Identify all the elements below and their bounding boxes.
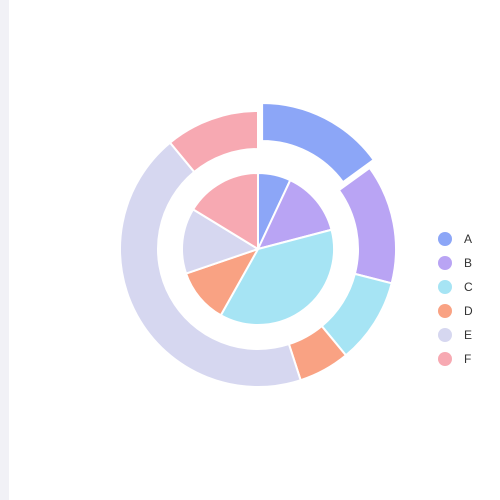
outer-slice-e[interactable] bbox=[119, 141, 302, 388]
inner-slice-f[interactable] bbox=[192, 172, 259, 250]
legend-swatch-a bbox=[438, 232, 452, 246]
legend-label-d: D bbox=[464, 304, 473, 318]
inner-pie bbox=[181, 172, 335, 326]
legend-item-a[interactable]: A bbox=[438, 227, 473, 251]
legend-swatch-f bbox=[438, 352, 452, 366]
legend-label-e: E bbox=[464, 328, 473, 342]
legend-item-d[interactable]: D bbox=[438, 299, 473, 323]
legend-swatch-e bbox=[438, 328, 452, 342]
legend-item-c[interactable]: C bbox=[438, 275, 473, 299]
legend-label-f: F bbox=[464, 352, 472, 366]
outer-slice-f[interactable] bbox=[169, 110, 259, 173]
inner-slice-b[interactable] bbox=[257, 179, 333, 250]
legend-swatch-b bbox=[438, 256, 452, 270]
inner-slice-e[interactable] bbox=[181, 208, 259, 275]
legend: A B C D E F bbox=[438, 227, 473, 371]
legend-item-b[interactable]: B bbox=[438, 251, 473, 275]
legend-label-a: A bbox=[464, 232, 473, 246]
inner-slice-c[interactable] bbox=[219, 228, 335, 326]
outer-slice-a[interactable] bbox=[261, 101, 375, 184]
legend-item-f[interactable]: F bbox=[438, 347, 473, 371]
legend-swatch-d bbox=[438, 304, 452, 318]
legend-label-b: B bbox=[464, 256, 473, 270]
outer-donut-ring bbox=[119, 101, 397, 388]
legend-label-c: C bbox=[464, 280, 473, 294]
legend-item-e[interactable]: E bbox=[438, 323, 473, 347]
outer-slice-b[interactable] bbox=[337, 166, 397, 285]
legend-swatch-c bbox=[438, 280, 452, 294]
